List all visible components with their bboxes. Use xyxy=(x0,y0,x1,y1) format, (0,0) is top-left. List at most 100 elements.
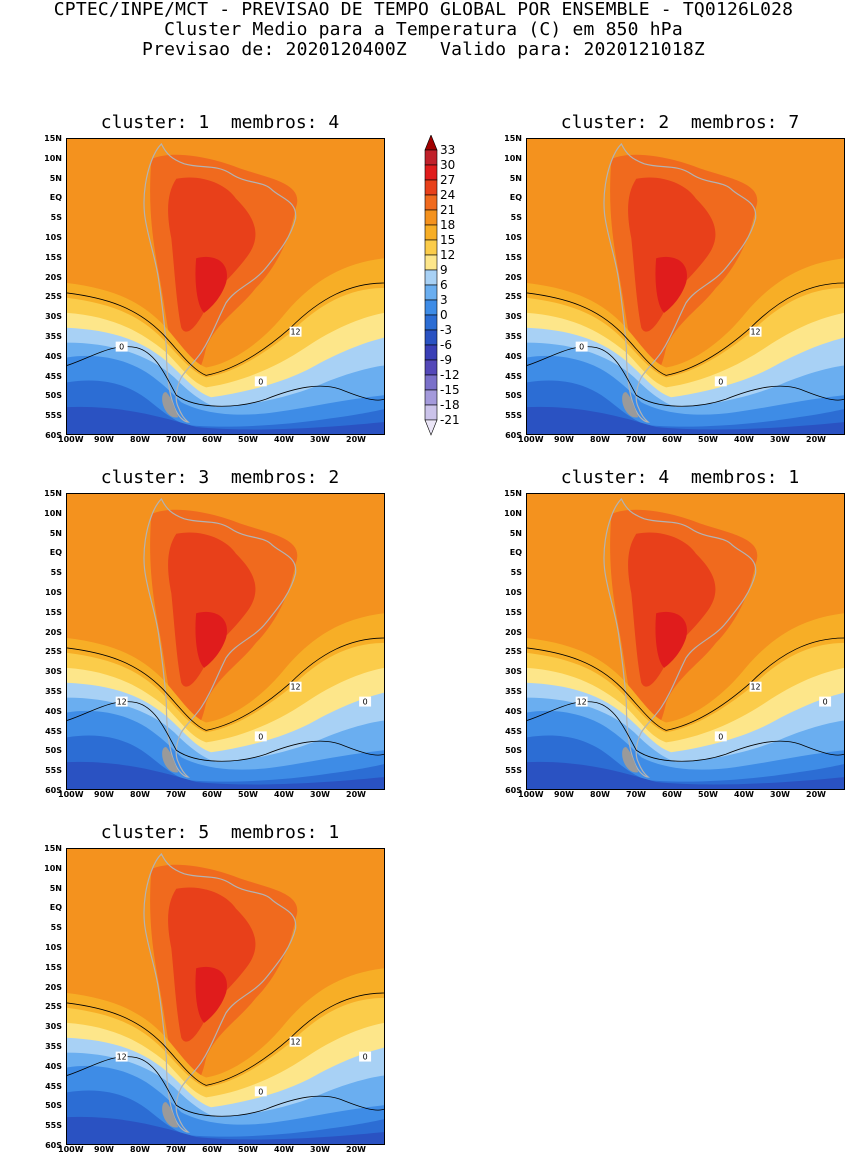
legend-swatch xyxy=(424,135,438,151)
legend-label: -6 xyxy=(440,338,452,352)
longitude-tick-label: 50W xyxy=(698,790,718,799)
latitude-tick-label: 25S xyxy=(45,292,62,302)
contour-0 xyxy=(67,346,384,407)
longitude-tick-label: 20W xyxy=(346,1145,366,1154)
latitude-tick-label: 60S xyxy=(45,1141,62,1150)
contour-0 xyxy=(527,346,844,407)
longitude-tick-label: 80W xyxy=(590,790,610,799)
legend-swatch xyxy=(424,329,438,346)
temperature-map: 12 0 0 xyxy=(66,138,385,435)
patagonia-landmass xyxy=(622,747,639,773)
legend-label: -3 xyxy=(440,323,452,337)
temperature-map: 12 12 0 0 xyxy=(526,493,845,790)
latitude-tick-label: 20S xyxy=(45,982,62,992)
temperature-band xyxy=(168,177,256,332)
contour-0 xyxy=(67,701,384,762)
legend-label: 27 xyxy=(440,173,456,187)
legend-swatch xyxy=(424,239,438,256)
latitude-tick-label: 5N xyxy=(49,173,62,183)
latitude-tick-label: 55S xyxy=(505,411,522,421)
legend-label: -21 xyxy=(440,413,460,427)
coastline xyxy=(603,497,757,778)
legend-label: -18 xyxy=(440,398,460,412)
latitude-tick-label: 50S xyxy=(505,746,522,756)
contour-label: 0 xyxy=(258,732,263,741)
contour-label: 12 xyxy=(117,1053,127,1062)
latitude-tick-label: 15N xyxy=(44,844,62,853)
contour-label-box xyxy=(575,696,588,707)
legend-swatch xyxy=(424,179,438,196)
longitude-tick-label: 40W xyxy=(734,790,754,799)
contour-label: 12 xyxy=(751,328,761,337)
longitude-tick-label: 70W xyxy=(626,790,646,799)
patagonia-landmass xyxy=(162,392,179,418)
contour-label: 0 xyxy=(258,377,263,386)
latitude-tick-label: 10S xyxy=(505,588,522,597)
legend-swatch xyxy=(424,269,438,286)
latitude-tick-label: 15S xyxy=(45,252,62,262)
longitude-tick-label: 100W xyxy=(58,435,84,444)
longitude-tick-label: 30W xyxy=(770,435,790,444)
contour-label: 0 xyxy=(119,343,124,352)
legend-swatch xyxy=(424,419,438,436)
contour-label-box xyxy=(115,341,128,352)
panel-title: cluster: 2 membros: 7 xyxy=(560,112,800,133)
longitude-tick-label: 40W xyxy=(274,435,294,444)
latitude-tick-label: 15N xyxy=(504,489,522,498)
latitude-tick-label: 40S xyxy=(45,351,62,361)
temperature-map: 12 12 0 0 xyxy=(66,493,385,790)
legend-swatch xyxy=(424,224,438,241)
longitude-tick-label: 50W xyxy=(698,435,718,444)
latitude-tick-label: EQ xyxy=(509,193,522,203)
contour-label: 12 xyxy=(577,698,587,707)
legend-swatch xyxy=(424,389,438,406)
legend-label: 0 xyxy=(440,308,448,322)
longitude-tick-label: 100W xyxy=(58,790,84,799)
latitude-tick-label: 10S xyxy=(45,588,62,597)
contour-label-box xyxy=(749,326,762,337)
header-title: CPTEC/INPE/MCT - PREVISAO DE TEMPO GLOBA… xyxy=(53,0,794,20)
latitude-tick-label: 15S xyxy=(505,607,522,617)
contour-label: 12 xyxy=(291,683,301,692)
contour-label: 0 xyxy=(823,698,828,707)
longitude-tick-label: 30W xyxy=(310,1145,330,1154)
legend-swatch xyxy=(424,359,438,376)
latitude-tick-label: 25S xyxy=(505,647,522,657)
longitude-tick-label: 80W xyxy=(130,435,150,444)
temperature-band xyxy=(67,761,384,789)
latitude-tick-label: 35S xyxy=(45,687,62,696)
latitude-tick-label: 60S xyxy=(505,786,522,795)
coastline xyxy=(143,497,297,778)
longitude-tick-label: 30W xyxy=(770,790,790,799)
temperature-band xyxy=(67,406,384,434)
latitude-tick-label: 5N xyxy=(509,528,522,538)
contour-label-box xyxy=(115,1051,128,1062)
contour-label-box xyxy=(289,681,302,692)
temperature-band xyxy=(628,177,716,332)
panel-title: cluster: 5 membros: 1 xyxy=(100,822,340,843)
latitude-tick-label: 45S xyxy=(505,371,522,381)
temperature-band xyxy=(168,887,256,1042)
legend-label: -15 xyxy=(440,383,460,397)
contour-12 xyxy=(527,282,844,376)
longitude-tick-label: 30W xyxy=(310,435,330,444)
longitude-tick-label: 80W xyxy=(590,435,610,444)
contour-label-box xyxy=(714,376,727,387)
contour-0 xyxy=(527,701,844,762)
legend-swatch xyxy=(424,284,438,301)
legend-swatch xyxy=(424,344,438,361)
legend-swatch xyxy=(424,194,438,211)
latitude-tick-label: 15S xyxy=(45,962,62,972)
temperature-band xyxy=(168,532,256,687)
longitude-tick-label: 60W xyxy=(662,790,682,799)
coastline xyxy=(143,852,297,1133)
latitude-tick-label: 45S xyxy=(505,726,522,736)
latitude-tick-label: EQ xyxy=(49,193,62,203)
legend-swatch xyxy=(424,209,438,226)
longitude-tick-label: 60W xyxy=(662,435,682,444)
longitude-tick-label: 70W xyxy=(166,435,186,444)
longitude-tick-label: 70W xyxy=(166,1145,186,1154)
latitude-tick-label: 25S xyxy=(45,1002,62,1012)
latitude-tick-label: 25S xyxy=(45,647,62,657)
latitude-tick-label: 10N xyxy=(44,863,62,873)
